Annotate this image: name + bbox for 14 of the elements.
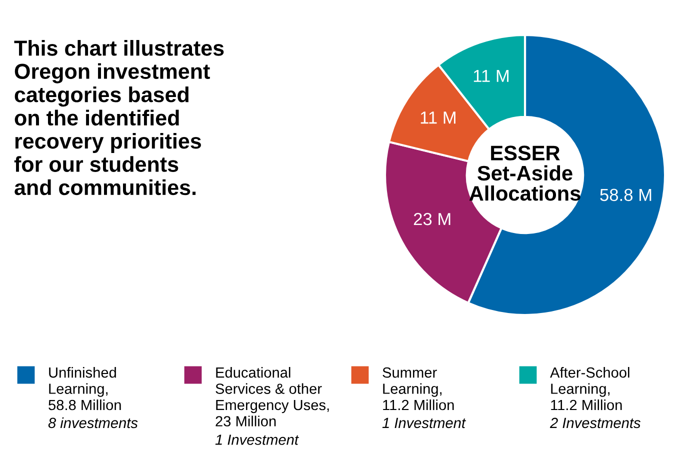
legend-label: Educational Services & other Emergency Uses, 23 Million <box>216 367 329 426</box>
text: 1 Investment <box>382 418 466 428</box>
legend-label: Unfinished Learning, 58.8 Million <box>48 367 121 410</box>
data-label: 11 M <box>474 70 508 82</box>
text: 2 Investments <box>550 418 640 428</box>
text: ESSER Set-Aside Allocations <box>469 146 580 201</box>
legend-label: After-School Learning, 11.2 Million <box>550 367 630 410</box>
text: 8 investments <box>48 417 138 428</box>
data-label: 58.8 M <box>600 188 652 202</box>
legend-label: Summer Learning, 11.2 Million <box>382 367 454 410</box>
data-label: 23 M <box>414 212 450 226</box>
text: 1 Investment <box>215 434 299 445</box>
data-label: 11 M <box>420 112 456 124</box>
text: This chart illustrates Oregon investment categories based on the identified recovery priorities for our students and communities. <box>14 40 224 196</box>
